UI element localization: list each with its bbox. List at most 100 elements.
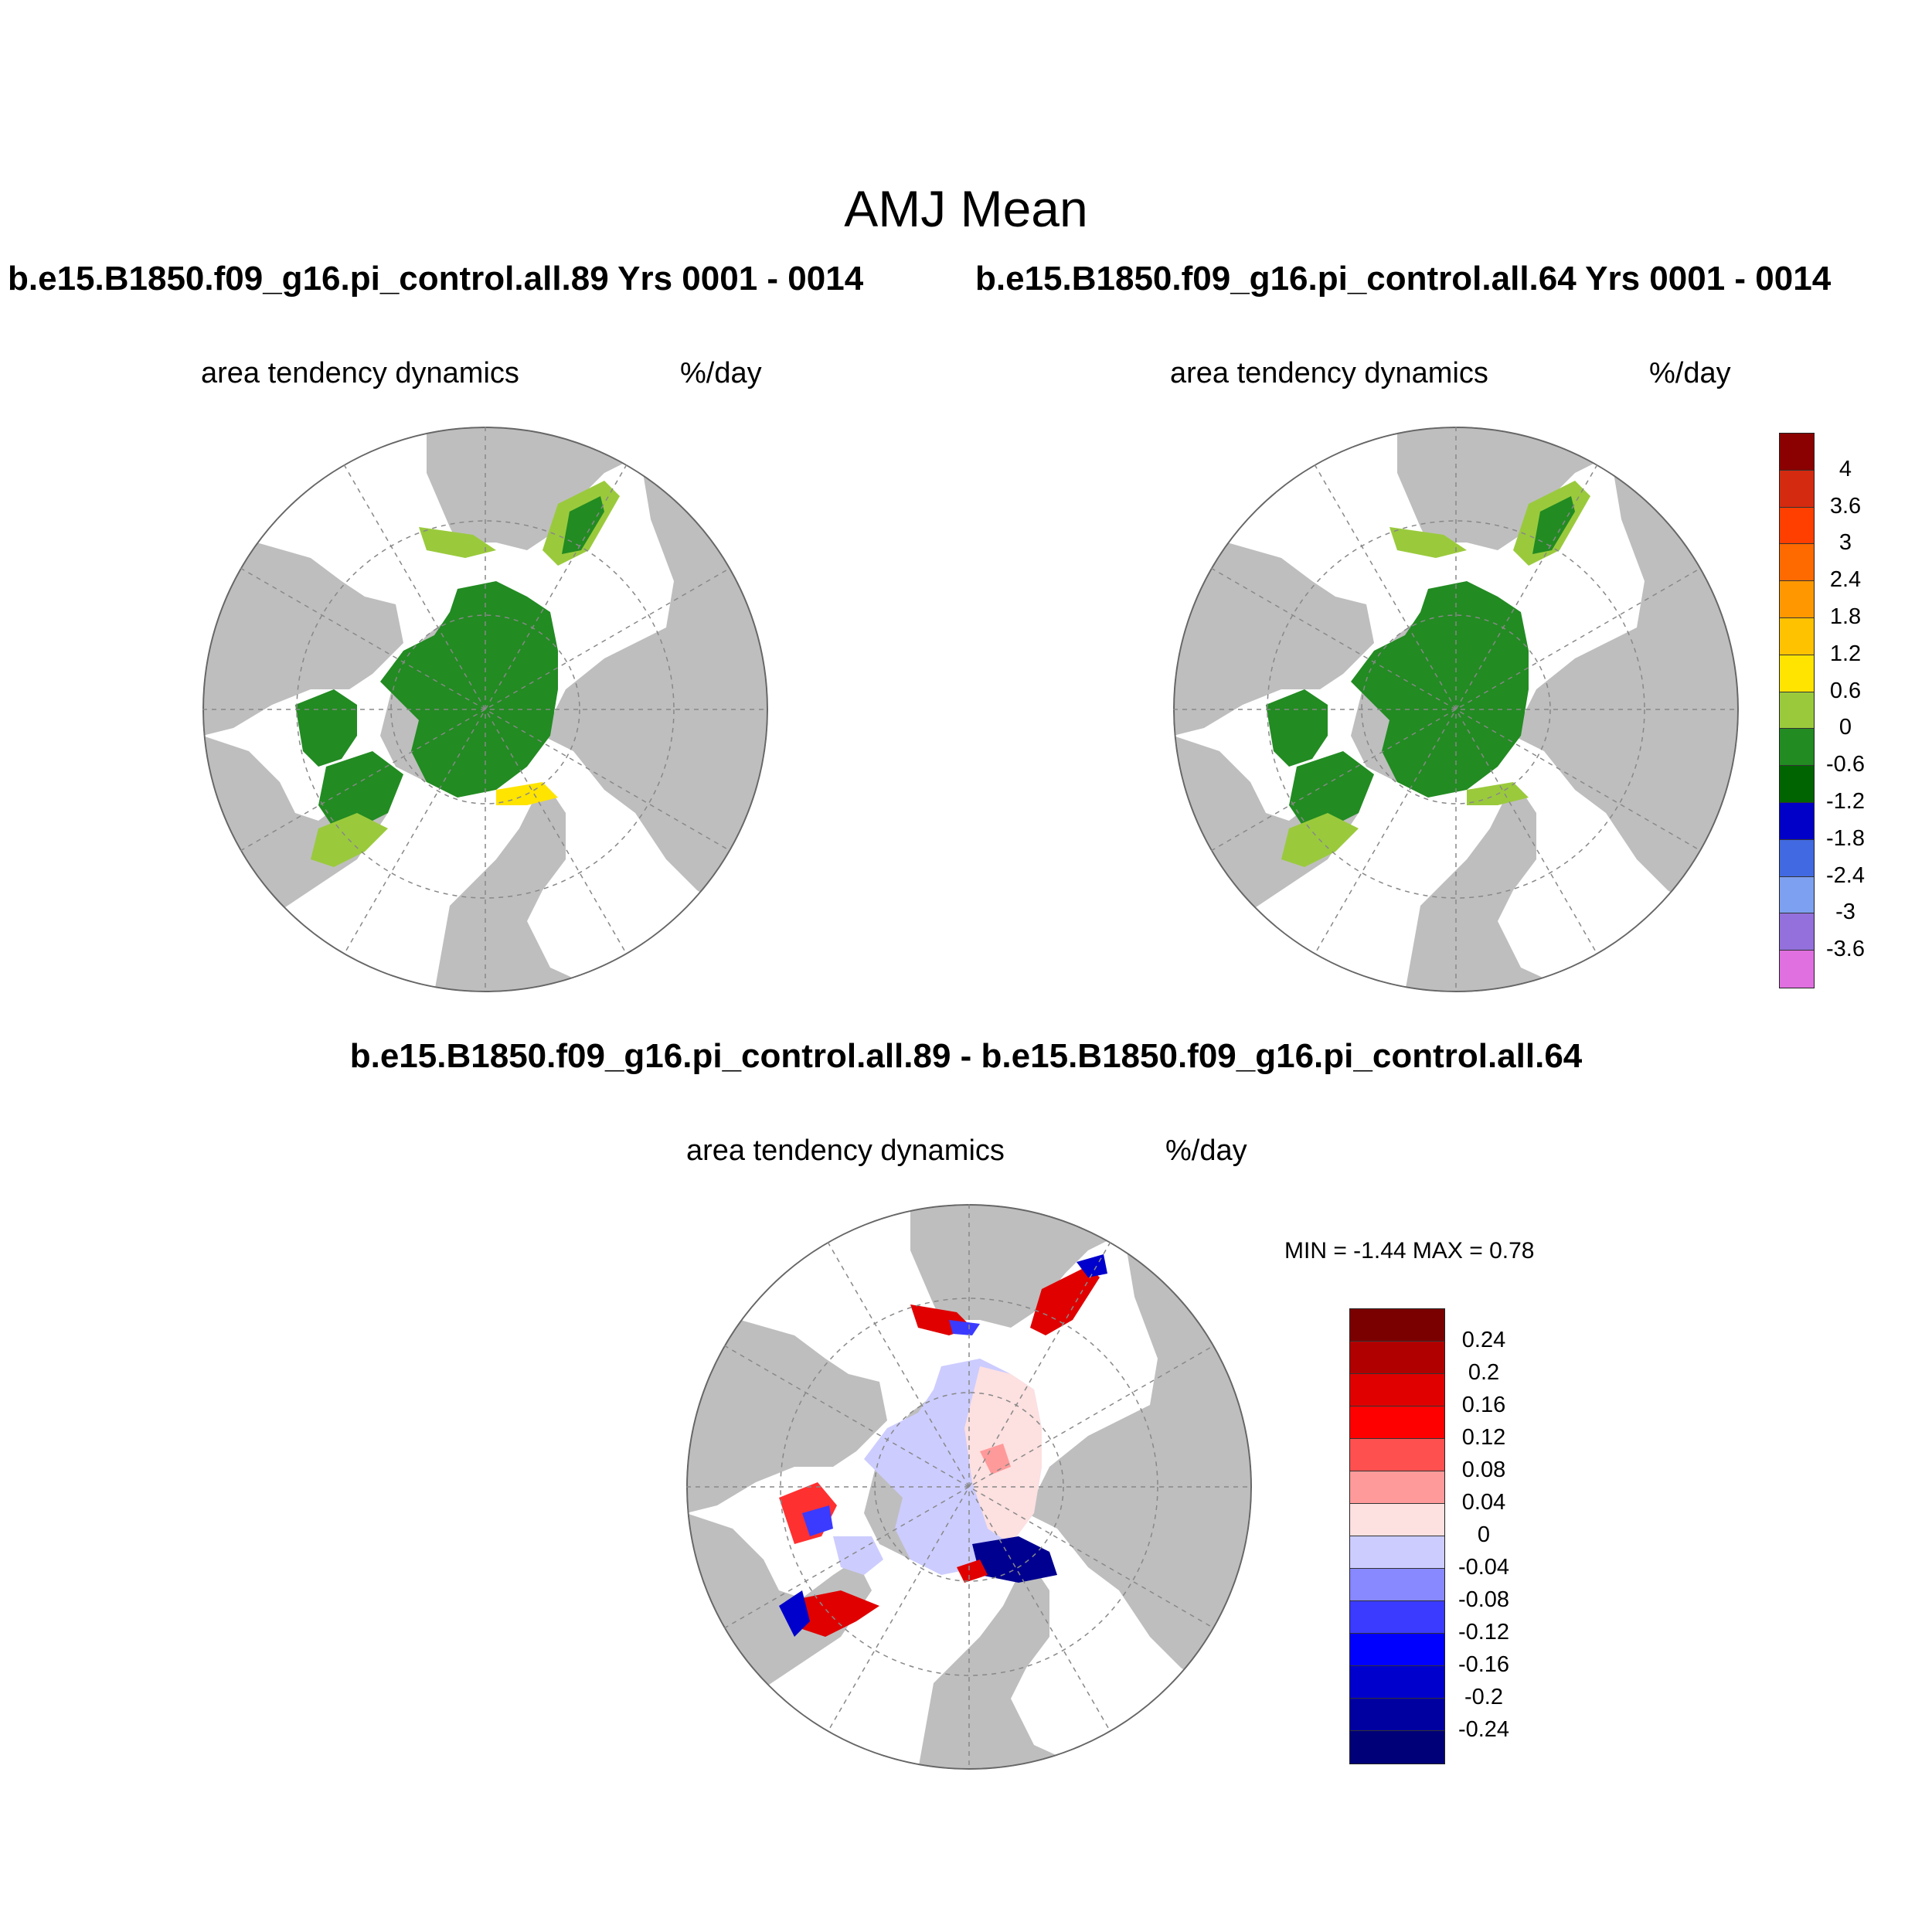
main-colorbar-swatch (1780, 839, 1814, 877)
case1-units-label: %/day (680, 357, 762, 389)
diff-colorbar-swatch (1350, 1601, 1444, 1634)
case1-polar-map (202, 427, 768, 992)
difference-units-label: %/day (1165, 1134, 1247, 1167)
main-colorbar-label: -3 (1835, 900, 1855, 925)
sea-ice-bering (419, 527, 496, 558)
graticule (1173, 427, 1739, 992)
case1-variable-label: area tendency dynamics (201, 357, 519, 389)
diff-colorbar-label: -0.12 (1458, 1620, 1510, 1645)
difference-polar-map (686, 1204, 1252, 1770)
land-north-america (686, 1312, 887, 1513)
main-colorbar-label: 4 (1838, 456, 1852, 481)
diff-colorbar-label: 0.08 (1461, 1458, 1506, 1482)
diff-baffin-blue (802, 1505, 833, 1536)
diff-colorbar-label: 0.24 (1461, 1328, 1506, 1352)
main-colorbar-label: 0 (1838, 715, 1852, 740)
diff-colorbar-swatch (1350, 1439, 1444, 1471)
case2-title: b.e15.B1850.f09_g16.pi_control.all.64 Yr… (975, 260, 1832, 298)
diff-colorbar-label: 0.04 (1461, 1490, 1506, 1515)
diff-colorbar-swatch (1350, 1342, 1444, 1374)
difference-title: b.e15.B1850.f09_g16.pi_control.all.89 - … (349, 1037, 1583, 1075)
main-colorbar-label: 0.6 (1829, 678, 1862, 703)
main-colorbar-swatch (1780, 581, 1814, 618)
case2-polar-map (1173, 427, 1739, 992)
case2-units-label: %/day (1649, 357, 1731, 389)
main-colorbar-label: 1.2 (1829, 641, 1862, 666)
land-north-america (1173, 535, 1374, 736)
diff-colorbar-label: -0.24 (1458, 1717, 1510, 1742)
diff-arctic-pink-patch (980, 1444, 1011, 1475)
main-colorbar-swatch (1780, 951, 1814, 988)
main-colorbar-label: -3.6 (1826, 937, 1865, 962)
diff-colorbar-swatch (1350, 1406, 1444, 1439)
main-colorbar-swatch (1780, 802, 1814, 840)
main-colorbar-swatch (1780, 655, 1814, 692)
main-title: AMJ Mean (844, 180, 1088, 237)
diff-colorbar-label: 0.2 (1468, 1360, 1500, 1385)
diff-colorbar-swatch (1350, 1536, 1444, 1569)
diff-colorbar-label: -0.08 (1458, 1587, 1510, 1612)
land-asia (1026, 1204, 1252, 1745)
diff-labrador-red (802, 1590, 879, 1637)
diff-colorbar-swatch (1350, 1471, 1444, 1504)
land-alaska-siberia (910, 1204, 1150, 1328)
diff-colorbar-swatch (1350, 1634, 1444, 1666)
main-colorbar-label: -2.4 (1826, 862, 1865, 888)
diff-barents-dark-blue (972, 1536, 1057, 1583)
graticule (202, 427, 768, 992)
main-colorbar-label: 1.8 (1829, 604, 1862, 629)
diff-colorbar-swatch (1350, 1309, 1444, 1342)
diff-colorbar-label: -0.04 (1458, 1555, 1510, 1580)
sea-ice-baffin (295, 689, 357, 767)
main-colorbar-swatch (1780, 729, 1814, 767)
diff-labrador-blue (779, 1590, 810, 1637)
case2-variable-label: area tendency dynamics (1170, 357, 1488, 389)
sea-ice-baffin (1266, 689, 1328, 767)
main-colorbar-swatch (1780, 470, 1814, 508)
diff-colorbar-swatch (1350, 1666, 1444, 1699)
main-colorbar-swatch (1780, 544, 1814, 582)
main-colorbar-swatch (1780, 876, 1814, 914)
diff-colorbar-swatch (1350, 1699, 1444, 1731)
sea-ice-arctic (1351, 581, 1529, 798)
sea-ice-hudson (318, 751, 403, 828)
sea-ice-okhotsk-inner (562, 496, 604, 554)
land-asia (1513, 427, 1739, 968)
main-colorbar-swatch (1780, 692, 1814, 730)
land-alaska-siberia (427, 427, 666, 550)
difference-colorbar (1349, 1308, 1445, 1764)
diff-colorbar-swatch (1350, 1374, 1444, 1406)
sea-ice-okhotsk-inner (1532, 496, 1575, 554)
land-alaska-siberia (1397, 427, 1637, 550)
main-colorbar-swatch (1780, 913, 1814, 951)
main-colorbar-swatch (1780, 617, 1814, 655)
diff-hudson-light (833, 1536, 883, 1575)
difference-min-max: MIN = -1.44 MAX = 0.78 (1284, 1238, 1535, 1264)
difference-variable-label: area tendency dynamics (686, 1134, 1005, 1167)
land-europe (918, 1567, 1088, 1770)
main-colorbar-label: -1.8 (1826, 825, 1865, 851)
sea-ice-bering (1389, 527, 1467, 558)
sea-ice-arctic (380, 581, 558, 798)
diff-colorbar-swatch (1350, 1569, 1444, 1601)
diff-bering-blue (949, 1320, 980, 1335)
diff-colorbar-swatch (1350, 1504, 1444, 1536)
diff-barents-red (957, 1560, 988, 1583)
diff-colorbar-label: -0.2 (1464, 1685, 1503, 1709)
main-colorbar-label: 2.4 (1829, 567, 1862, 593)
diff-okhotsk-red (1030, 1266, 1100, 1335)
main-colorbar-swatch (1780, 434, 1814, 471)
main-colorbar-label: -1.2 (1826, 789, 1865, 814)
land-europe (434, 790, 604, 992)
diff-colorbar-label: -0.16 (1458, 1652, 1510, 1677)
main-colorbar-label: -0.6 (1826, 752, 1865, 777)
sea-ice-hudson (1289, 751, 1374, 828)
graticule (686, 1204, 1252, 1770)
diff-colorbar-label: 0.12 (1461, 1425, 1506, 1450)
main-colorbar-swatch (1780, 507, 1814, 545)
land-europe (1405, 790, 1575, 992)
diff-colorbar-swatch (1350, 1731, 1444, 1764)
main-colorbar-label: 3 (1838, 530, 1852, 556)
main-colorbar-label: 3.6 (1829, 493, 1862, 519)
main-colorbar (1779, 433, 1815, 988)
